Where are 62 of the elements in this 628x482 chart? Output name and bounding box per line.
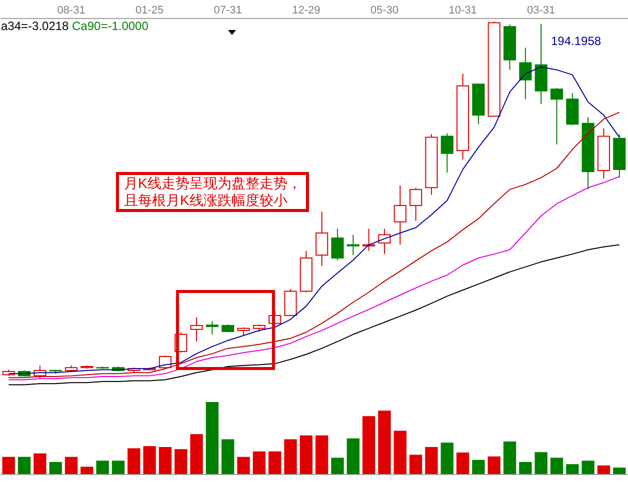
bar	[534, 452, 548, 474]
candlestick	[331, 228, 344, 261]
bar	[300, 435, 313, 474]
candlestick	[410, 187, 422, 222]
bar	[488, 456, 500, 474]
bar	[346, 438, 360, 474]
annotation: 月K线走势呈现为盘整走势，	[124, 175, 302, 192]
bar	[34, 453, 46, 474]
candlestick	[440, 132, 454, 174]
bar	[456, 452, 470, 474]
annotation: 且每根月K线涨跌幅度较小	[124, 192, 288, 209]
x-tick-label: 07-31	[214, 4, 242, 16]
bar	[331, 458, 344, 474]
bar	[597, 465, 610, 474]
bar	[378, 410, 391, 474]
x-tick-label: 08-31	[57, 4, 86, 16]
bar	[18, 456, 31, 474]
annotation: 194.1958	[551, 34, 602, 48]
candlestick	[550, 88, 564, 145]
bar	[409, 454, 422, 474]
candlestick	[206, 320, 218, 335]
bar	[268, 451, 282, 474]
bar	[174, 449, 188, 474]
bar	[550, 458, 564, 474]
bar	[222, 439, 234, 474]
annotation: Ca90=-1.0000	[72, 19, 148, 33]
bar	[112, 460, 125, 474]
x-tick-label: 01-25	[135, 4, 164, 16]
annotation: a34=-3.0218	[1, 19, 69, 33]
bar	[128, 448, 140, 474]
x-tick-label: 10-31	[448, 4, 477, 16]
bar	[64, 456, 78, 474]
bar	[158, 447, 172, 474]
bar	[315, 435, 328, 474]
candlestick	[394, 185, 406, 246]
candlestick	[346, 234, 360, 256]
bar	[503, 441, 516, 474]
bar	[190, 434, 203, 474]
bar	[49, 462, 62, 474]
bar	[362, 416, 376, 474]
bar	[206, 402, 219, 474]
bar	[237, 456, 250, 474]
x-tick-label: 05-30	[370, 4, 399, 16]
bar	[2, 456, 15, 474]
bar	[394, 430, 406, 474]
x-tick-label: 03-31	[527, 4, 556, 16]
bar	[252, 451, 266, 474]
bar	[284, 439, 297, 474]
bar	[143, 446, 156, 474]
bar	[425, 447, 438, 474]
candlestick	[190, 316, 203, 342]
bar	[582, 460, 594, 474]
x-tick-label: 12-29	[292, 4, 320, 16]
bar	[440, 442, 454, 474]
bar	[96, 460, 109, 474]
bar	[80, 466, 94, 474]
bar	[519, 462, 532, 474]
candlestick	[316, 211, 328, 267]
bar	[613, 468, 626, 474]
bar	[566, 464, 579, 474]
bar	[472, 460, 485, 474]
candlestick	[519, 47, 532, 100]
